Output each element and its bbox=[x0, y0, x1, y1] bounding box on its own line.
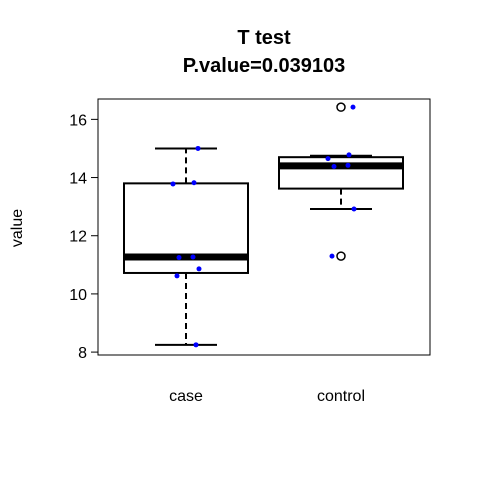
boxes-layer bbox=[123, 102, 404, 348]
data-point bbox=[176, 255, 182, 261]
data-point bbox=[193, 342, 199, 348]
data-point bbox=[346, 152, 352, 158]
plot-frame bbox=[97, 98, 431, 356]
data-point bbox=[191, 180, 197, 186]
data-point bbox=[350, 104, 356, 110]
data-point bbox=[195, 145, 201, 151]
outlier-point bbox=[336, 102, 346, 112]
data-point bbox=[196, 266, 202, 272]
chart-subtitle: P.value=0.039103 bbox=[183, 55, 346, 77]
x-tick-label: case bbox=[169, 388, 203, 405]
y-axis: 8 10 12 14 16 bbox=[69, 112, 99, 362]
chart-title: T test bbox=[237, 27, 291, 49]
data-point bbox=[345, 162, 351, 168]
data-point bbox=[331, 163, 337, 169]
box-iqr bbox=[278, 156, 404, 190]
data-point bbox=[174, 273, 180, 279]
data-point bbox=[351, 206, 357, 212]
y-tick-label: 14 bbox=[69, 171, 87, 188]
box-iqr bbox=[123, 182, 249, 274]
data-point bbox=[329, 253, 335, 259]
data-point bbox=[170, 181, 176, 187]
box-control bbox=[278, 102, 404, 261]
x-tick-label: control bbox=[317, 388, 365, 405]
y-tick-label: 10 bbox=[69, 287, 87, 304]
box-case bbox=[123, 145, 249, 348]
y-axis-label: value bbox=[9, 209, 26, 247]
data-point bbox=[190, 254, 196, 260]
y-tick-label: 8 bbox=[78, 345, 87, 362]
y-tick-label: 16 bbox=[69, 112, 87, 129]
data-point bbox=[325, 156, 331, 162]
outlier-point bbox=[336, 251, 346, 261]
y-tick-label: 12 bbox=[69, 229, 87, 246]
x-axis: case control bbox=[169, 388, 365, 405]
